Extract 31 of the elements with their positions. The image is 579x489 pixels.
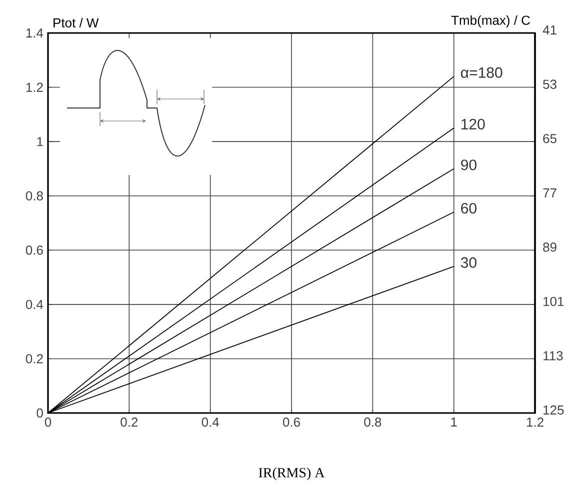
x-axis-title: IR(RMS) A — [258, 468, 325, 480]
series-label: 60 — [461, 202, 476, 214]
y2-tick-label: 125 — [544, 405, 564, 415]
x-tick-label: 0.6 — [282, 418, 300, 427]
y-tick-label: 1 — [37, 137, 43, 146]
y2-tick-label: 53 — [543, 80, 556, 89]
y2-tick-label: 65 — [543, 134, 556, 144]
x-tick-label: 1.2 — [526, 418, 544, 427]
y-tick-label: 1.4 — [26, 28, 44, 38]
y2-axis-title: Tmb(max) / C — [451, 15, 530, 28]
y2-tick-label: 89 — [543, 242, 556, 252]
series-label: 30 — [460, 257, 476, 268]
y-tick-label: 1.2 — [26, 82, 43, 92]
series-label: 120 — [462, 118, 485, 130]
y-tick-label: 0.6 — [26, 246, 43, 255]
y2-tick-label: 101 — [544, 296, 564, 306]
y-tick-label: 0 — [36, 408, 43, 418]
y2-tick-label: 41 — [542, 26, 556, 34]
y-axis-title: Ptot / W — [54, 18, 99, 28]
series-label: α=180 — [460, 67, 502, 78]
x-tick-label: 1 — [451, 418, 457, 426]
x-tick-label: 0 — [44, 418, 52, 427]
y-tick-label: 0.2 — [26, 354, 43, 364]
y2-tick-label: 77 — [543, 188, 556, 198]
y2-tick-label: 113 — [544, 351, 563, 360]
y-tick-label: 0.4 — [26, 300, 44, 310]
series-label: 90 — [461, 160, 476, 170]
x-tick-label: 0.2 — [120, 418, 138, 427]
x-tick-label: 0.8 — [364, 418, 382, 427]
x-tick-label: 0.4 — [202, 418, 219, 427]
y-tick-label: 0.8 — [26, 191, 43, 200]
